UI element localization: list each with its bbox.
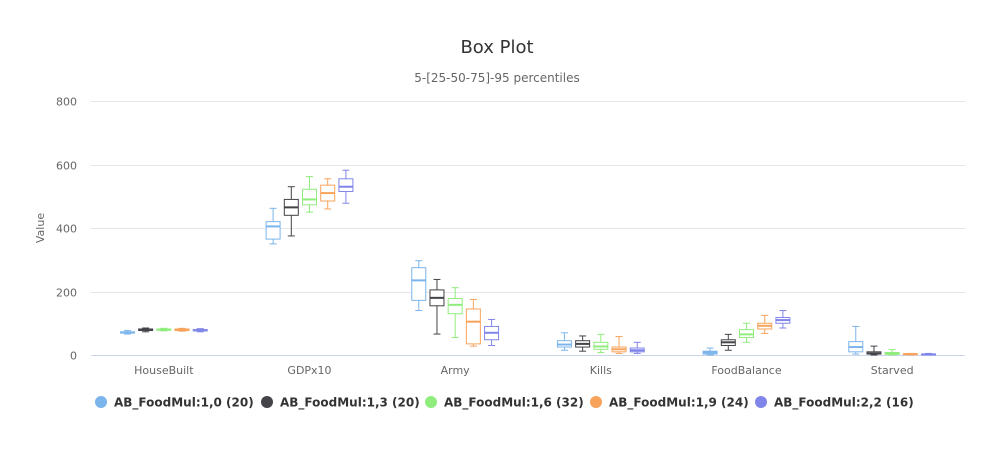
y-axis-title: Value: [34, 213, 47, 243]
y-axis-ticks: 0 200 400 600 800: [56, 96, 77, 363]
legend-label: AB_FoodMul:1,3 (20): [280, 396, 420, 411]
box-plot-item[interactable]: [575, 335, 591, 352]
legend[interactable]: AB_FoodMul:1,0 (20) AB_FoodMul:1,3 (20) AB…: [95, 396, 914, 411]
legend-label: AB_FoodMul:1,0 (20): [114, 396, 254, 411]
x-tick-label: Starved: [871, 364, 914, 377]
box-plot-item[interactable]: [884, 349, 900, 356]
box-plot-item[interactable]: [757, 314, 773, 334]
box-plot-item[interactable]: [283, 186, 299, 237]
legend-marker: [590, 396, 602, 408]
x-tick-label: FoodBalance: [711, 364, 781, 377]
legend-label: AB_FoodMul:2,2 (16): [774, 396, 914, 411]
legend-marker: [425, 396, 437, 408]
box-plot-item[interactable]: [265, 207, 281, 245]
box-plot-item[interactable]: [429, 278, 445, 335]
x-tick-label: Army: [441, 364, 471, 377]
box-plot-item[interactable]: [702, 347, 718, 356]
box-iqr: [338, 178, 354, 192]
x-tick-label: HouseBuilt: [134, 364, 194, 377]
box-plot-item[interactable]: [447, 287, 463, 339]
x-tick-label: Kills: [590, 364, 612, 377]
x-tick-label: GDPx10: [287, 364, 331, 377]
legend-marker: [755, 396, 767, 408]
box-plot-item[interactable]: [848, 325, 864, 355]
box-plot-item[interactable]: [174, 327, 190, 332]
box-plot-item[interactable]: [465, 298, 481, 347]
legend-item[interactable]: AB_FoodMul:1,3 (20): [261, 396, 420, 411]
box-iqr: [411, 267, 427, 301]
box-plot-item[interactable]: [593, 333, 609, 353]
box-plot-item[interactable]: [484, 318, 500, 346]
box-iqr: [302, 188, 317, 206]
y-tick-label: 200: [56, 287, 77, 300]
y-tick-label: 0: [70, 350, 77, 363]
box-iqr: [265, 221, 281, 240]
legend-item[interactable]: AB_FoodMul:2,2 (16): [755, 396, 914, 411]
box-plot-item[interactable]: [302, 176, 317, 213]
legend-item[interactable]: AB_FoodMul:1,6 (32): [425, 396, 584, 411]
box-plot-item[interactable]: [720, 333, 736, 351]
legend-marker: [261, 396, 273, 408]
box-plot-item[interactable]: [192, 328, 208, 333]
box-plot-item[interactable]: [739, 322, 754, 343]
box-plot-item[interactable]: [320, 178, 336, 210]
box-plot-item[interactable]: [411, 260, 427, 312]
legend-label: AB_FoodMul:1,9 (24): [609, 396, 749, 411]
box-iqr: [465, 308, 481, 345]
legend-label: AB_FoodMul:1,6 (32): [444, 396, 584, 411]
box-plot-item[interactable]: [338, 169, 354, 204]
y-tick-label: 400: [56, 223, 77, 236]
box-plot-item[interactable]: [629, 341, 645, 354]
chart-title: Box Plot: [460, 37, 533, 58]
legend-item[interactable]: AB_FoodMul:1,9 (24): [590, 396, 749, 411]
box-plot-item[interactable]: [611, 336, 627, 354]
box-iqr: [447, 297, 463, 315]
box-plot-item[interactable]: [556, 332, 572, 351]
grid-layer: [91, 101, 965, 356]
legend-item[interactable]: AB_FoodMul:1,0 (20): [95, 396, 254, 411]
legend-marker: [95, 396, 107, 408]
box-plot-item[interactable]: [156, 327, 172, 332]
box-plot-item[interactable]: [921, 352, 937, 356]
box-plot-item[interactable]: [866, 345, 882, 356]
plot-area: [119, 169, 937, 356]
y-tick-label: 600: [56, 160, 77, 173]
chart-subtitle: 5-[25-50-75]-95 percentiles: [414, 71, 579, 85]
box-plot-item[interactable]: [902, 352, 918, 356]
box-plot-item[interactable]: [119, 330, 135, 335]
x-axis-ticks: HouseBuilt GDPx10 Army Kills FoodBalance Star…: [134, 364, 913, 377]
box-plot-item[interactable]: [775, 310, 791, 329]
y-tick-label: 800: [56, 96, 77, 109]
box-plot-item[interactable]: [138, 327, 154, 333]
